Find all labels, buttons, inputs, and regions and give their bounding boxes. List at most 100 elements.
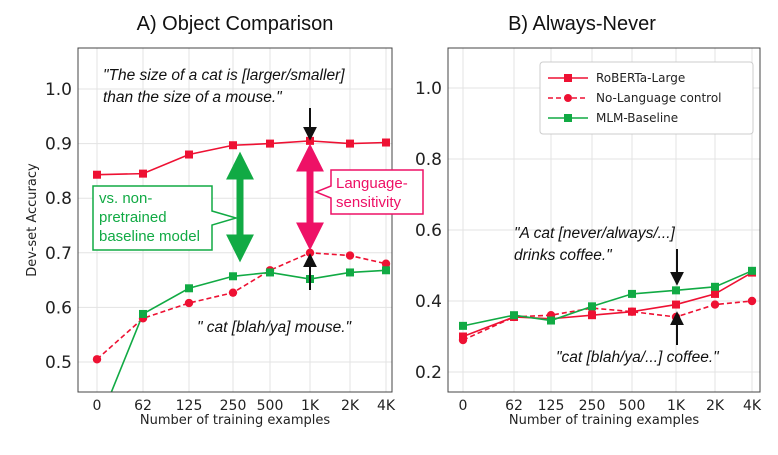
x-tick-label: 500: [257, 398, 284, 414]
data-point-nolang: [747, 296, 757, 306]
series-line-mlm: [110, 269, 387, 392]
data-point-nolang: [184, 298, 194, 308]
data-point-mlm: [459, 321, 467, 330]
data-point-nolang: [228, 288, 238, 297]
chart-title: B) Always-Never: [508, 13, 656, 35]
x-tick-label: 1K: [667, 398, 686, 414]
quote-line-2: drinks coffee.": [514, 247, 613, 264]
legend-label-roberta: RoBERTa-Large: [596, 71, 685, 85]
series-line-nolang: [462, 300, 753, 341]
data-point-roberta: [139, 169, 147, 178]
data-point-roberta: [672, 300, 680, 309]
data-point-roberta: [711, 289, 719, 298]
series-line-roberta: [96, 140, 387, 176]
data-point-roberta: [382, 138, 390, 147]
legend-marker-roberta: [564, 74, 572, 82]
data-point-mlm: [266, 268, 274, 277]
quote-line-1: "The size of a cat is [larger/smaller]: [103, 67, 345, 84]
y-tick-label: 1.0: [415, 79, 442, 99]
y-axis-label: Dev-set Accuracy: [25, 163, 40, 277]
legend-label-mlm: MLM-Baseline: [596, 111, 678, 125]
plot-frame: [447, 47, 761, 393]
panel-always-never: B) Always-Never 0.2 0.4 0.6 0.8 1.0 0 62 125 25…: [415, 13, 762, 428]
data-point-mlm: [185, 284, 193, 293]
series-lines: [458, 266, 757, 345]
x-tick-label: 500: [619, 398, 646, 414]
x-axis-label: Number of training examples: [140, 413, 330, 428]
legend-marker-nolang: [564, 94, 572, 102]
legend-marker-mlm: [564, 114, 572, 122]
legend: RoBERTa-Large No-Language control MLM-Base…: [539, 61, 754, 135]
data-point-mlm: [711, 282, 719, 291]
legend-box: [539, 61, 754, 135]
x-tick-label: 125: [176, 398, 203, 414]
data-point-mlm: [588, 302, 596, 311]
quote-line-1: "A cat [never/always/...]: [514, 225, 676, 242]
legend-label-nolang: No-Language control: [596, 91, 722, 105]
y-tick-label: 0.9: [45, 135, 72, 155]
x-tick-label: 4K: [743, 398, 762, 414]
x-tick-label: 4K: [377, 398, 396, 414]
x-tick-label: 250: [220, 398, 247, 414]
y-tick-label: 0.5: [45, 353, 72, 373]
series-line-nolang: [96, 251, 387, 360]
callout-language-box: [313, 169, 424, 215]
bottom-quote: "cat [blah/ya/...] coffee.": [556, 349, 720, 366]
x-ticks: 0 62 125 250 500 1K 2K 4K: [93, 398, 396, 414]
data-point-mlm: [672, 286, 680, 295]
callout-baseline-text: vs. non- pretrained baseline model: [99, 190, 200, 245]
data-point-nolang: [627, 307, 637, 316]
y-ticks: 0.2 0.4 0.6 0.8 1.0: [415, 79, 442, 383]
x-tick-label: 1K: [301, 398, 320, 414]
y-tick-label: 1.0: [45, 80, 72, 100]
data-point-mlm: [139, 309, 147, 318]
x-tick-label: 0: [93, 398, 102, 414]
data-point-nolang: [710, 300, 720, 309]
data-point-nolang: [92, 355, 102, 364]
data-point-mlm: [510, 311, 518, 320]
data-point-mlm: [748, 266, 756, 275]
chart-title: A) Object Comparison: [137, 13, 334, 35]
y-tick-label: 0.4: [415, 292, 442, 312]
y-tick-label: 0.6: [45, 298, 72, 318]
bottom-quote: " cat [blah/ya] mouse.": [197, 319, 353, 336]
x-tick-label: 250: [579, 398, 606, 414]
x-tick-label: 2K: [706, 398, 725, 414]
callout-baseline: vs. non- pretrained baseline model: [92, 185, 239, 251]
data-point-mlm: [547, 316, 555, 325]
plot-frame: [77, 47, 393, 393]
quote-line-2: than the size of a mouse.": [103, 89, 283, 106]
x-axis-label: Number of training examples: [509, 413, 699, 428]
x-tick-label: 2K: [341, 398, 360, 414]
data-point-roberta: [306, 136, 314, 145]
data-point-nolang: [345, 251, 355, 260]
x-ticks: 0 62 125 250 500 1K 2K 4K: [459, 398, 762, 414]
data-point-nolang: [305, 248, 315, 257]
data-point-roberta: [346, 139, 354, 148]
y-tick-label: 0.8: [45, 189, 72, 209]
y-ticks: 0.5 0.6 0.7 0.8 0.9 1.0: [45, 80, 72, 373]
data-point-nolang: [458, 335, 468, 345]
y-tick-label: 0.8: [415, 150, 442, 170]
x-tick-label: 0: [459, 398, 468, 414]
callout-language: Language- sensitivity: [313, 169, 424, 215]
x-tick-label: 62: [134, 398, 152, 414]
data-point-roberta: [266, 139, 274, 148]
data-point-nolang: [381, 259, 391, 268]
data-point-mlm: [346, 268, 354, 277]
data-point-mlm: [229, 272, 237, 281]
x-tick-label: 62: [505, 398, 523, 414]
data-point-roberta: [93, 170, 101, 179]
data-point-roberta: [588, 311, 596, 320]
series-line-roberta: [462, 271, 753, 338]
data-point-mlm: [382, 266, 390, 275]
data-point-mlm: [628, 289, 636, 298]
x-tick-label: 125: [538, 398, 565, 414]
panel-object-comparison: A) Object Comparison 0.50.60.70.80.91.0 …: [25, 13, 424, 428]
series-lines: [92, 136, 391, 392]
y-tick-label: 0.7: [45, 244, 72, 264]
series-line-mlm: [462, 270, 753, 327]
data-point-roberta: [229, 141, 237, 150]
data-point-roberta: [185, 150, 193, 159]
